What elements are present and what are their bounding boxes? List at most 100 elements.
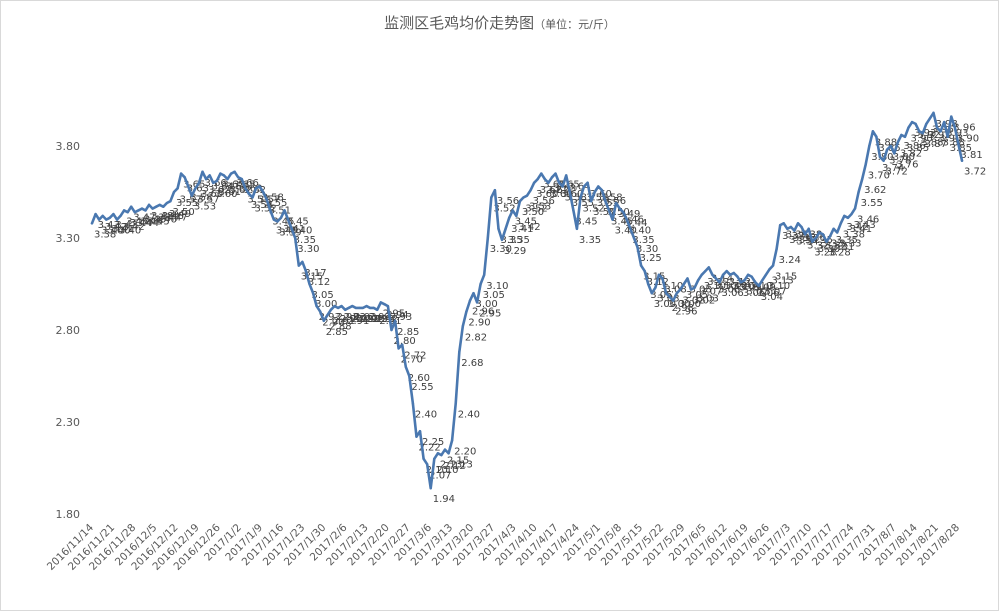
data-label: 3.30 [297,244,319,255]
data-label: 3.10 [661,281,683,292]
data-label: 3.00 [315,299,337,310]
data-label: 3.07 [764,286,786,297]
data-label: 3.30 [818,244,840,255]
data-label: 3.05 [483,290,505,301]
data-label: 2.20 [454,446,476,457]
data-label: 3.62 [547,185,569,196]
data-label: 3.32 [825,240,847,251]
data-label: 3.40 [108,226,130,237]
data-label: 3.29 [504,246,526,257]
data-label: 3.90 [939,134,961,145]
data-label: 3.45 [140,216,162,227]
data-label: 3.10 [768,281,790,292]
data-label: 3.38 [94,229,116,240]
data-label: 3.55 [265,198,287,209]
chart-title: 监测区毛鸡均价走势图（单位：元/斤） [0,12,999,33]
data-label: 3.47 [158,213,180,224]
data-label: 3.30 [490,244,512,255]
data-label: 3.33 [821,238,843,249]
y-tick-label: 3.80 [56,140,81,153]
data-label: 3.62 [208,185,230,196]
y-tick-label: 2.80 [56,324,81,337]
data-label: 3.61 [219,187,241,198]
data-label: 2.93 [354,312,376,323]
data-label: 3.57 [180,194,202,205]
data-label: 2.94 [386,310,408,321]
data-label: 3.32 [807,240,829,251]
data-label: 2.95 [383,308,405,319]
data-label: 3.52 [254,204,276,215]
data-label: 3.53 [194,202,216,213]
data-label: 3.03 [657,294,679,305]
data-label: 3.55 [572,198,594,209]
data-label: 2.25 [422,437,444,448]
data-label: 3.40 [119,226,141,237]
data-label: 3.60 [561,189,583,200]
data-label: 3.55 [176,198,198,209]
data-label: 3.57 [258,194,280,205]
data-label: 3.55 [861,198,883,209]
data-label: 3.34 [796,237,818,248]
data-label: 3.65 [183,180,205,191]
data-label: 3.63 [187,183,209,194]
data-label: 3.50 [522,207,544,218]
data-label: 2.22 [418,443,440,454]
data-label: 3.38 [843,229,865,240]
data-label: 3.41 [511,224,533,235]
data-label: 2.07 [429,470,451,481]
data-label: 3.04 [761,292,783,303]
data-label: 3.49 [169,209,191,220]
data-label: 2.40 [458,410,480,421]
data-label: 3.49 [618,209,640,220]
data-label: 3.46 [155,215,177,226]
data-label: 2.85 [397,327,419,338]
data-label: 2.80 [394,336,416,347]
data-label: 3.08 [664,284,686,295]
data-label: 3.10 [725,281,747,292]
data-label: 3.41 [283,224,305,235]
data-labels: 3.383.433.403.423.403.413.433.403.423.45… [94,119,986,505]
data-label: 3.66 [237,178,259,189]
data-label: 3.46 [622,215,644,226]
data-label: 3.50 [172,207,194,218]
data-label: 3.44 [137,218,159,229]
data-label: 3.72 [964,167,986,178]
data-label: 3.64 [568,181,590,192]
data-label: 3.52 [493,204,515,215]
data-label: 3.07 [747,286,769,297]
data-label: 2.93 [369,312,391,323]
data-label: 3.40 [101,226,123,237]
data-label: 3.76 [896,159,918,170]
y-tick-label: 2.30 [56,416,81,429]
data-label: 3.74 [882,163,904,174]
chart-title-text: 监测区毛鸡均价走势图 [384,14,535,32]
data-label: 3.30 [636,244,658,255]
data-label: 3.35 [500,235,522,246]
data-label: 2.12 [443,461,465,472]
data-label: 3.85 [907,143,929,154]
data-label: 3.05 [312,290,334,301]
data-label: 3.63 [240,183,262,194]
data-label: 3.92 [928,130,950,141]
data-label: 2.13 [451,459,473,470]
data-label: 3.45 [611,216,633,227]
data-label: 2.96 [472,307,494,318]
data-label: 3.93 [914,128,936,139]
data-label: 3.06 [722,288,744,299]
data-label: 2.91 [333,316,355,327]
data-label: 3.35 [632,235,654,246]
data-label: 3.15 [643,272,665,283]
data-label: 3.36 [793,233,815,244]
data-label: 3.42 [518,222,540,233]
data-label: 3.88 [921,137,943,148]
data-label: 3.43 [853,220,875,231]
data-label: 3.11 [736,279,758,290]
data-label: 3.15 [775,272,797,283]
data-label: 3.90 [911,134,933,145]
data-label: 3.43 [115,220,137,231]
data-label: 3.07 [700,286,722,297]
data-label: 3.96 [953,123,975,134]
data-label: 3.17 [304,268,326,279]
data-label: 3.38 [786,229,808,240]
data-label: 3.65 [543,180,565,191]
